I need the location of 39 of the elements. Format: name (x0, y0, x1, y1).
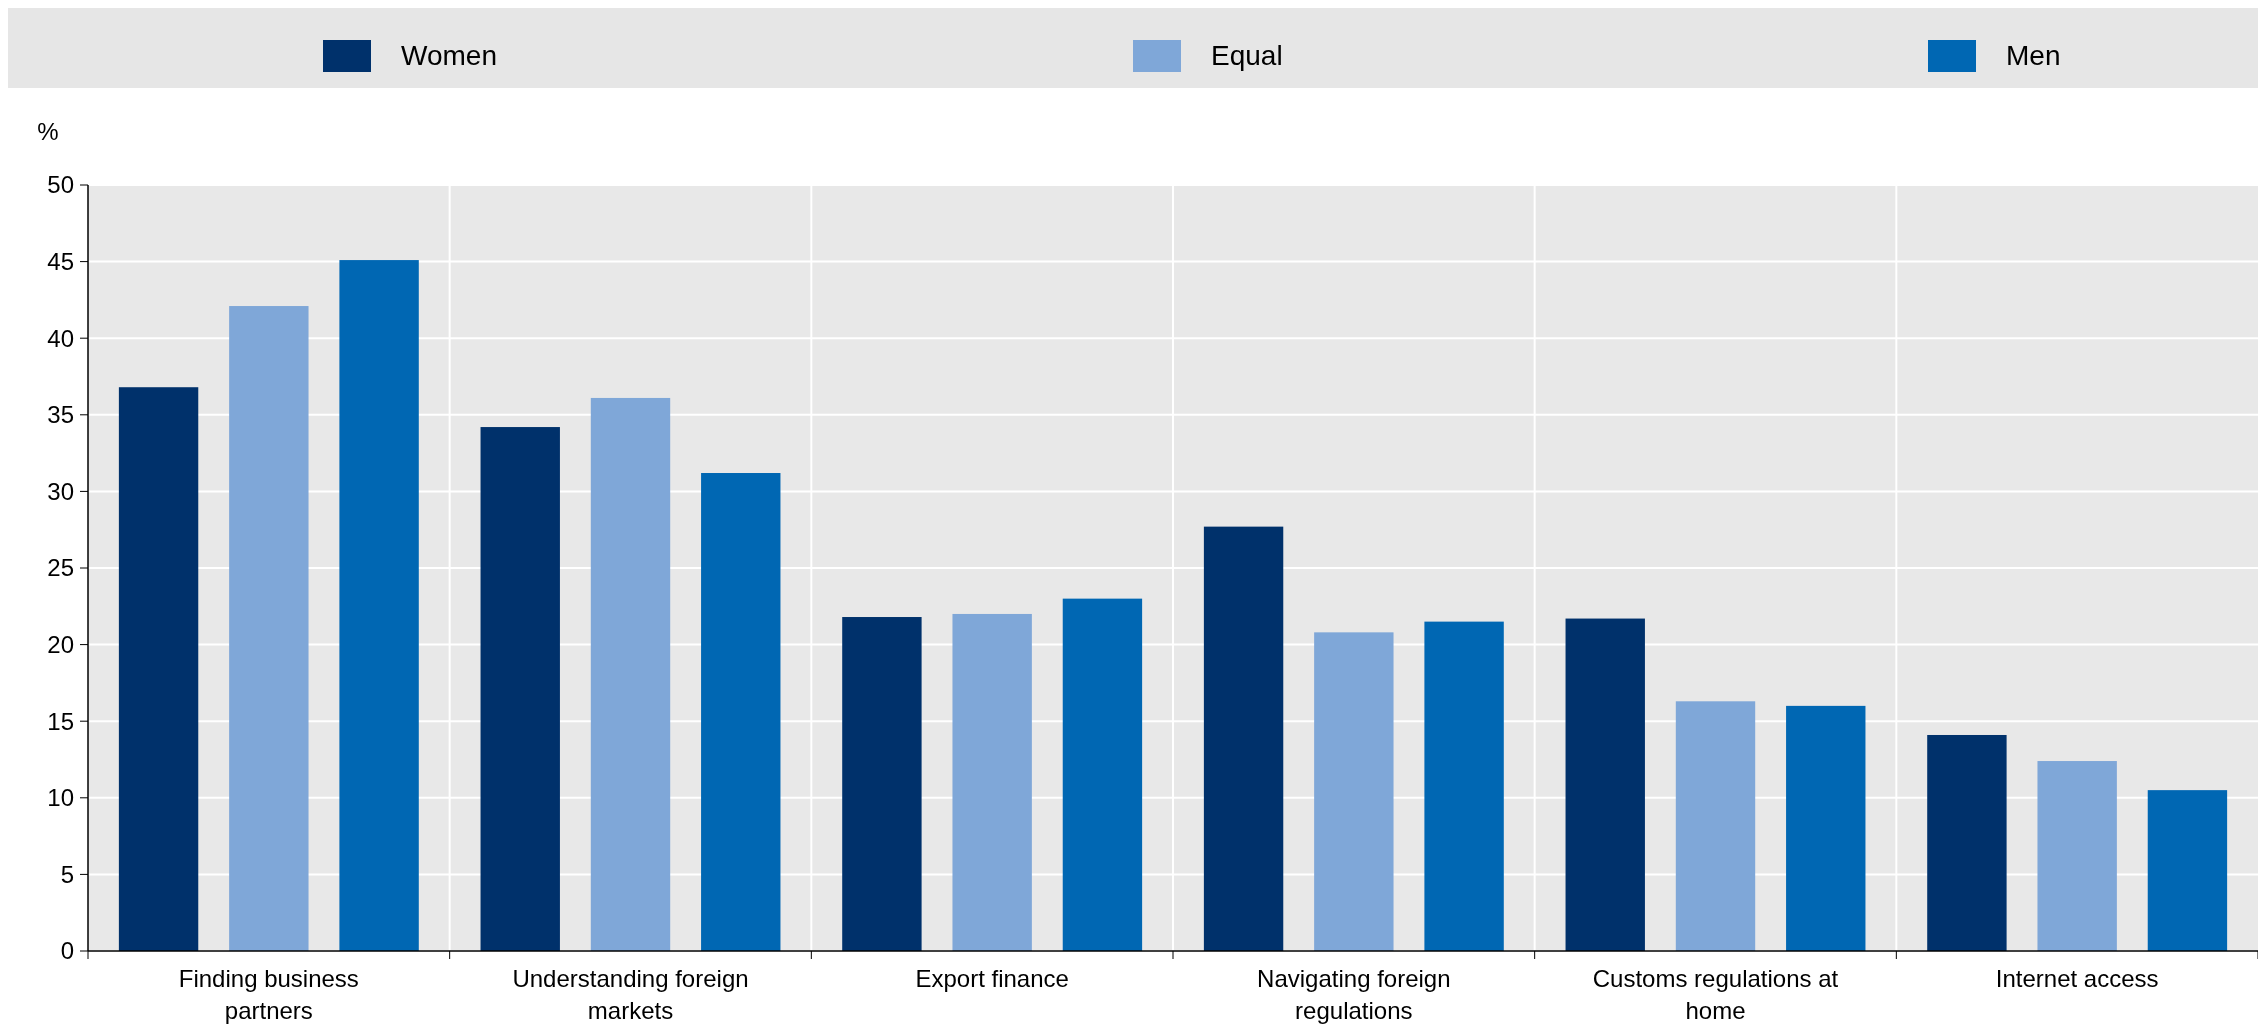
y-tick-label: 0 (60, 937, 74, 965)
x-tick-label: Understanding foreign markets (512, 965, 749, 1024)
bar (952, 613, 1032, 951)
y-tick-label: 15 (47, 707, 74, 735)
bar (842, 617, 922, 951)
y-axis-title: % (37, 118, 59, 145)
y-tick-label: 40 (47, 324, 74, 352)
bar (1675, 701, 1756, 951)
bar (701, 473, 781, 951)
x-tick-label: Customs regulations at home (1592, 965, 1839, 1024)
bar (1565, 618, 1645, 951)
y-tick-label: 50 (47, 171, 74, 199)
y-tick-label: 5 (60, 860, 74, 888)
legend-label: Women (401, 40, 497, 71)
x-tick-label: Finding business partners (178, 965, 359, 1024)
y-tick-label: 35 (47, 401, 74, 429)
legend-label: Equal (1211, 40, 1283, 71)
y-tick-label: 25 (47, 554, 74, 582)
x-tick-label: Navigating foreign regulations (1257, 965, 1451, 1024)
bar (2147, 790, 2228, 951)
y-tick-label: 30 (47, 477, 74, 505)
bar (339, 260, 419, 951)
bar (1786, 705, 1866, 951)
bar (1203, 526, 1284, 951)
bar (590, 397, 671, 951)
bar (1314, 632, 1394, 951)
bar (1062, 598, 1143, 951)
y-tick-label: 20 (47, 631, 74, 658)
legend-label: Men (2006, 40, 2061, 71)
bar (1424, 621, 1504, 951)
y-tick-label: 45 (47, 248, 74, 275)
x-tick-label: Export finance (915, 965, 1069, 992)
bar (2037, 761, 2117, 951)
bar (1927, 734, 2007, 951)
bar (118, 387, 199, 951)
x-tick-label: Internet access (1995, 965, 2159, 992)
bar (480, 427, 560, 951)
bar (229, 306, 309, 951)
y-tick-label: 10 (47, 784, 74, 812)
